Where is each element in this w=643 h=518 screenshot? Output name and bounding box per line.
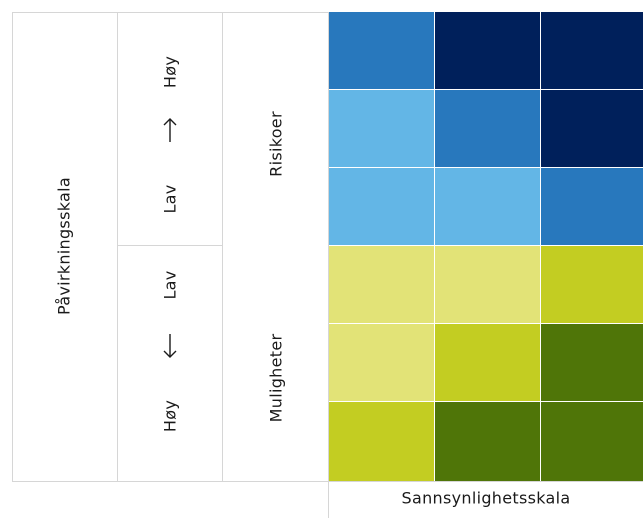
matrix-cell-r4-c3 xyxy=(541,246,643,323)
y-axis-label: Påvirkningsskala xyxy=(54,177,74,315)
direction-split-line xyxy=(117,245,223,246)
matrix-cell-r4-c1 xyxy=(329,246,434,323)
opportunities-label: Muligheter xyxy=(266,333,286,423)
matrix-cell-r3-c2 xyxy=(435,168,540,245)
risks-label: Risikoer xyxy=(266,111,286,177)
matrix-cell-r1-c2 xyxy=(435,12,540,89)
frame-bottom-line xyxy=(12,481,643,482)
matrix-cell-r4-c2 xyxy=(435,246,540,323)
frame-top-line xyxy=(12,12,330,13)
x-axis-label: Sannsynlighetsskala xyxy=(401,488,571,508)
matrix-cell-r3-c1 xyxy=(329,168,434,245)
opportunity-high-label: Høy xyxy=(160,399,180,433)
matrix-cell-r1-c3 xyxy=(541,12,643,89)
matrix-cell-r5-c3 xyxy=(541,324,643,401)
risk-high-label: Høy xyxy=(160,55,180,89)
divider-2-line xyxy=(222,12,223,482)
arrow-up-icon xyxy=(163,118,177,142)
matrix-cell-r5-c2 xyxy=(435,324,540,401)
matrix-cell-r3-c3 xyxy=(541,168,643,245)
arrow-down-icon xyxy=(163,334,177,358)
risk-low-label: Lav xyxy=(160,184,180,214)
divider-3-line xyxy=(328,12,329,518)
matrix-cell-r6-c3 xyxy=(541,402,643,481)
divider-1-line xyxy=(117,12,118,482)
matrix-cell-r2-c2 xyxy=(435,90,540,167)
matrix-cell-r6-c2 xyxy=(435,402,540,481)
matrix-cell-r5-c1 xyxy=(329,324,434,401)
matrix-cell-r6-c1 xyxy=(329,402,434,481)
opportunity-low-label: Lav xyxy=(160,270,180,300)
matrix-cell-r2-c3 xyxy=(541,90,643,167)
matrix-cell-r2-c1 xyxy=(329,90,434,167)
matrix-cell-r1-c1 xyxy=(329,12,434,89)
frame-left-line xyxy=(12,12,13,482)
